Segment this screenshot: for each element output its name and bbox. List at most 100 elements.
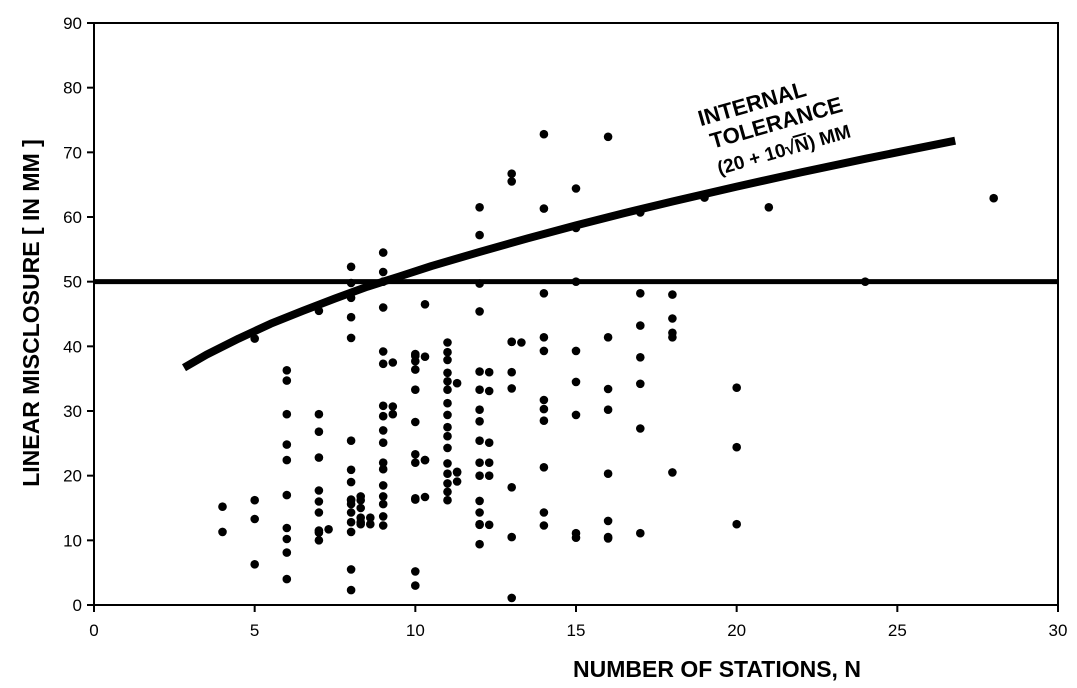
data-point [282,440,292,449]
x-tick-label: 5 [250,621,259,640]
data-point [539,395,549,405]
data-point [443,422,452,432]
x-tick-label: 30 [1049,621,1068,640]
data-point [443,431,452,441]
data-point [282,534,292,544]
data-point [452,378,462,388]
data-point [314,427,324,437]
data-point [378,248,388,257]
data-point [411,458,420,468]
data-point [218,502,227,512]
x-tick-label: 15 [567,621,586,640]
data-point [411,351,420,361]
data-point [603,405,613,415]
data-point [507,337,516,347]
data-point [860,277,870,287]
data-point [420,352,430,362]
data-point [282,409,292,419]
data-point [378,492,388,501]
data-point [411,365,420,374]
data-point [475,230,484,240]
data-point [507,367,516,377]
data-point [411,567,420,576]
data-point [507,593,516,603]
data-point [539,346,549,356]
y-tick-label: 20 [63,467,82,486]
data-point [411,385,420,395]
data-point [603,532,613,542]
data-point [475,307,484,316]
data-point [346,293,356,303]
data-point [475,471,484,481]
data-point [475,367,484,376]
data-point [346,517,356,527]
x-tick-label: 25 [888,621,907,640]
data-point [603,132,613,142]
data-point [346,262,356,272]
y-tick-label: 90 [63,14,82,33]
y-tick-label: 0 [73,596,82,615]
data-point [539,463,549,472]
data-point [250,560,259,569]
data-point [250,334,259,343]
data-point [282,366,292,375]
data-point [378,303,388,312]
data-point [764,203,774,212]
data-point [443,368,452,378]
data-point [475,279,484,288]
data-point [378,277,388,287]
data-point [636,353,645,362]
data-point [603,469,613,479]
data-point [603,384,613,394]
data-point [346,333,356,343]
data-point [636,208,645,217]
data-point [346,312,356,322]
formula-suffix: ) MM [806,122,853,154]
data-point [443,377,452,386]
data-point [475,520,484,530]
y-tick-label: 70 [63,143,82,162]
y-axis-title: LINEAR MISCLOSURE [ IN MM ] [18,139,44,487]
y-tick-label: 30 [63,402,82,421]
data-point [388,409,398,419]
data-point [346,527,356,537]
data-point [282,490,292,500]
data-point [668,290,677,299]
data-point [603,516,613,526]
data-point [314,409,324,419]
data-point [346,477,356,487]
data-point [378,426,388,435]
data-point [668,468,677,477]
data-point [346,436,356,446]
data-point [314,306,324,316]
data-point [282,376,292,385]
data-point [443,487,452,497]
data-point [989,193,998,203]
data-point [507,177,516,186]
data-point [346,565,356,574]
data-point [539,129,549,139]
data-point [378,521,388,530]
data-point [443,338,452,347]
data-point [346,508,356,517]
data-point [218,527,227,537]
data-point [378,438,388,448]
plot-frame [93,22,1059,606]
data-point [282,574,292,584]
data-point [378,267,388,277]
data-point [452,477,462,486]
data-point [571,223,581,233]
data-point [636,528,645,538]
data-point [411,417,420,427]
data-point [420,300,430,309]
data-point [378,499,388,509]
data-point [539,404,549,414]
data-point [378,464,388,474]
data-point [346,278,356,288]
data-point [668,333,677,342]
data-point [324,525,333,534]
y-tick-label: 50 [63,273,82,292]
data-point [636,379,645,389]
